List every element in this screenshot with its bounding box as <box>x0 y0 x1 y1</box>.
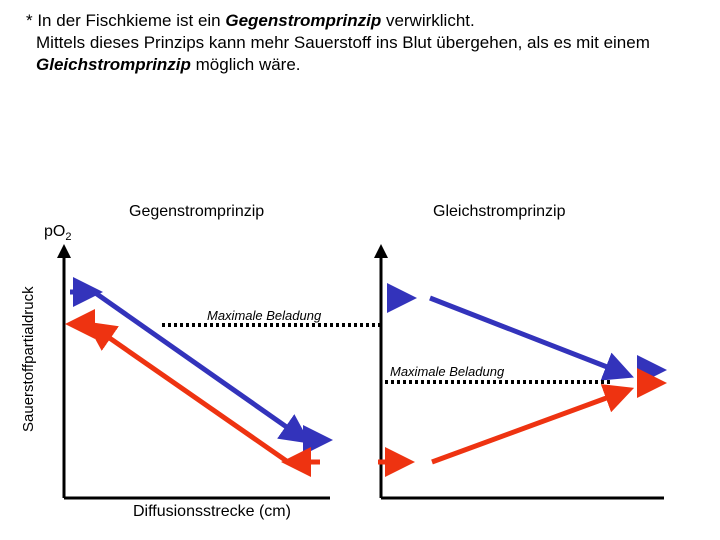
intro-term-gegenstrom: Gegenstromprinzip <box>225 11 382 30</box>
left-axes <box>57 244 330 500</box>
po2-o: O <box>52 223 66 240</box>
right-water-arrow <box>387 283 667 385</box>
intro-line-2: Mittels dieses Prinzips kann mehr Sauers… <box>36 33 650 52</box>
intro-line-3-post: möglich wäre. <box>190 55 301 74</box>
intro-term-gleichstrom: Gleichstromprinzip <box>36 55 191 74</box>
po2-p: p <box>44 223 53 240</box>
right-axes <box>374 244 664 500</box>
intro-line-1-post: verwirklicht. <box>381 11 475 30</box>
intro-text: * In der Fischkieme ist ein Gegenstrompr… <box>26 10 706 76</box>
x-axis-label: Diffusionsstrecke (cm) <box>133 503 291 520</box>
intro-line-3: Gleichstromprinzip möglich wäre. <box>26 54 706 76</box>
left-water-arrow <box>70 277 333 455</box>
right-max-label: Maximale Beladung <box>390 364 505 379</box>
po2-subscript: 2 <box>65 231 72 244</box>
right-y-axis-arrowhead <box>374 244 388 258</box>
left-blood-arrow <box>65 309 320 477</box>
right-panel-title: Gleichstromprinzip <box>433 203 566 220</box>
left-y-axis-arrowhead <box>57 244 71 258</box>
left-max-label: Maximale Beladung <box>207 308 322 323</box>
left-panel-title: Gegenstromprinzip <box>129 203 265 220</box>
right-blood-arrow <box>378 368 667 477</box>
po2-symbol: pO2 <box>44 223 71 243</box>
intro-line-1: * In der Fischkieme ist ein Gegenstrompr… <box>26 10 706 32</box>
intro-line-1-pre: * In der Fischkieme ist ein <box>26 11 226 30</box>
